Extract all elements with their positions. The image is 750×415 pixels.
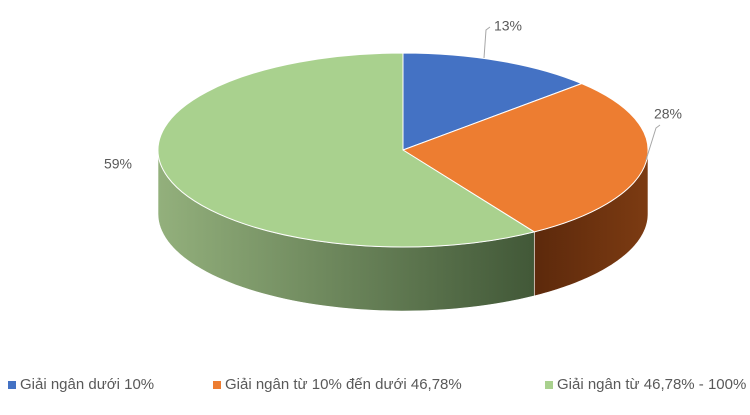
slice [157, 52, 536, 248]
data-label: 59% [104, 156, 132, 172]
legend-swatch [8, 381, 16, 389]
slice [402, 52, 583, 151]
data-label: 28% [654, 106, 682, 122]
legend-label: Giải ngân từ 10% đến dưới 46,78% [225, 376, 462, 393]
leader-line [483, 26, 491, 59]
legend-label: Giải ngân từ 46,78% - 100% [557, 376, 746, 393]
legend-label: Giải ngân dưới 10% [20, 376, 154, 393]
leader-line [645, 124, 661, 161]
data-label: 13% [494, 18, 522, 34]
slice [401, 83, 649, 233]
legend-swatch [545, 381, 553, 389]
legend-swatch [213, 381, 221, 389]
